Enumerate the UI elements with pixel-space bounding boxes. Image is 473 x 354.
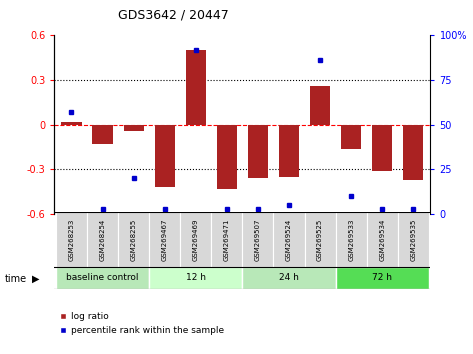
Legend: log ratio, percentile rank within the sample: log ratio, percentile rank within the sa… bbox=[59, 313, 224, 335]
Bar bbox=[336, 212, 367, 267]
Text: 24 h: 24 h bbox=[279, 273, 299, 282]
Text: GSM269535: GSM269535 bbox=[411, 219, 416, 261]
Bar bbox=[372, 125, 393, 171]
Bar bbox=[367, 212, 398, 267]
Bar bbox=[336, 267, 429, 289]
Bar bbox=[242, 212, 273, 267]
Bar bbox=[305, 212, 336, 267]
Bar bbox=[279, 125, 299, 177]
Text: GSM269471: GSM269471 bbox=[224, 218, 230, 261]
Text: GSM268253: GSM268253 bbox=[69, 219, 74, 261]
Bar bbox=[87, 212, 118, 267]
Bar bbox=[123, 125, 144, 131]
Bar bbox=[155, 125, 175, 187]
Bar bbox=[61, 122, 81, 125]
Text: GSM269524: GSM269524 bbox=[286, 219, 292, 261]
Text: GSM269534: GSM269534 bbox=[379, 219, 385, 261]
Bar bbox=[341, 125, 361, 149]
Text: 12 h: 12 h bbox=[186, 273, 206, 282]
Text: GDS3642 / 20447: GDS3642 / 20447 bbox=[118, 9, 229, 22]
Bar bbox=[403, 125, 423, 180]
Text: ▶: ▶ bbox=[32, 274, 40, 284]
Text: time: time bbox=[5, 274, 27, 284]
Bar bbox=[248, 125, 268, 178]
Bar bbox=[273, 212, 305, 267]
Bar bbox=[310, 86, 330, 125]
Bar bbox=[118, 212, 149, 267]
Bar bbox=[217, 125, 237, 189]
Bar bbox=[211, 212, 242, 267]
Bar bbox=[149, 267, 242, 289]
Text: GSM268255: GSM268255 bbox=[131, 219, 137, 261]
Text: 72 h: 72 h bbox=[372, 273, 392, 282]
Text: GSM269469: GSM269469 bbox=[193, 218, 199, 261]
Bar bbox=[56, 267, 149, 289]
Bar bbox=[186, 50, 206, 125]
Text: GSM269525: GSM269525 bbox=[317, 219, 323, 261]
Text: baseline control: baseline control bbox=[66, 273, 139, 282]
Bar bbox=[56, 212, 87, 267]
Bar bbox=[149, 212, 180, 267]
Bar bbox=[180, 212, 211, 267]
Text: GSM269467: GSM269467 bbox=[162, 218, 168, 261]
Bar bbox=[398, 212, 429, 267]
Text: GSM268254: GSM268254 bbox=[99, 219, 105, 261]
Text: GSM269507: GSM269507 bbox=[255, 218, 261, 261]
Bar bbox=[92, 125, 113, 144]
Text: GSM269533: GSM269533 bbox=[348, 218, 354, 261]
Bar bbox=[242, 267, 336, 289]
